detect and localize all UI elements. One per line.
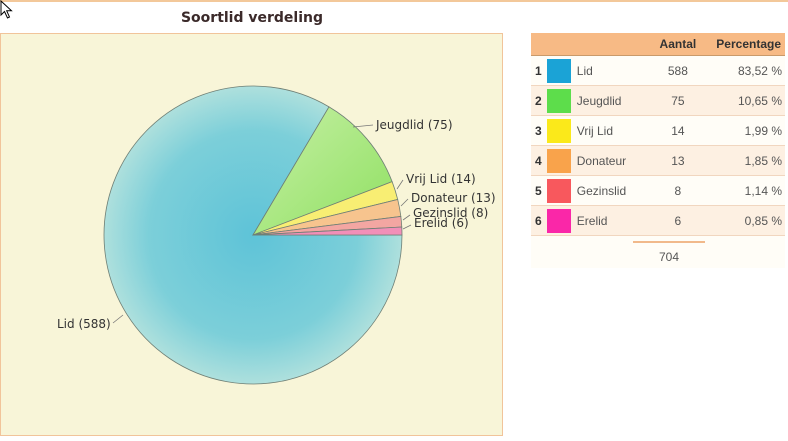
- total-count: 704: [658, 250, 680, 264]
- row-count: 8: [674, 183, 682, 198]
- row-name: Lid: [576, 63, 593, 78]
- row-name: Vrij Lid: [576, 123, 613, 138]
- slice-label: Lid (588): [57, 317, 111, 331]
- table-row[interactable]: 2 Jeugdlid 75 10,65 %: [531, 85, 785, 116]
- color-swatch-cell: [547, 176, 573, 206]
- leader-line: [400, 198, 409, 207]
- row-name: Erelid: [576, 213, 608, 228]
- color-swatch-cell: [547, 86, 573, 116]
- header-name: [572, 33, 644, 56]
- pie-chart: Lid (588) Jeugdlid (75) Vrij Lid (14) Donat…: [57, 85, 496, 385]
- total-divider: [633, 241, 705, 243]
- row-percentage: 1,14 %: [744, 183, 782, 198]
- slice-label: Vrij Lid (14): [406, 172, 476, 186]
- header-count[interactable]: Aantal: [643, 33, 713, 56]
- chart-title: Soortlid verdeling: [180, 10, 324, 26]
- color-swatch-cell: [547, 56, 573, 86]
- row-number: 6: [535, 213, 542, 228]
- row-count: 588: [667, 63, 688, 78]
- row-number: 3: [535, 123, 542, 138]
- row-count: 13: [671, 153, 685, 168]
- row-number: 2: [535, 93, 542, 108]
- leader-line: [402, 214, 411, 221]
- leader-line: [112, 314, 124, 324]
- slice-label: Donateur (13): [411, 191, 496, 205]
- top-border: [0, 0, 788, 2]
- row-number: 5: [535, 183, 542, 198]
- table-header-row: Aantal Percentage: [531, 33, 785, 56]
- header-percentage[interactable]: Percentage: [712, 33, 785, 56]
- table-row[interactable]: 4 Donateur 13 1,85 %: [531, 145, 785, 176]
- color-swatch: [547, 178, 572, 203]
- table-row[interactable]: 6 Erelid 6 0,85 %: [531, 205, 785, 236]
- row-name: Donateur: [576, 153, 627, 168]
- distribution-table: Aantal Percentage 1 Lid 588 83,52 % 2 Je…: [531, 33, 785, 236]
- slice-label: Erelid (6): [414, 216, 469, 230]
- color-swatch: [547, 118, 572, 143]
- row-percentage: 1,99 %: [744, 123, 782, 138]
- header-num: [531, 33, 548, 56]
- slice-label: Jeugdlid (75): [375, 118, 453, 132]
- table-row[interactable]: 5 Gezinslid 8 1,14 %: [531, 175, 785, 206]
- row-count: 6: [674, 213, 682, 228]
- row-percentage: 83,52 %: [737, 63, 782, 78]
- pie-slice-erelid[interactable]: [252, 226, 403, 236]
- row-percentage: 1,85 %: [744, 153, 782, 168]
- color-swatch: [547, 208, 572, 233]
- color-swatch-cell: [547, 116, 573, 146]
- table-row[interactable]: 3 Vrij Lid 14 1,99 %: [531, 115, 785, 146]
- row-number: 4: [535, 153, 542, 168]
- row-percentage: 10,65 %: [737, 93, 782, 108]
- leader-line: [402, 224, 412, 230]
- row-count: 14: [671, 123, 685, 138]
- color-swatch-cell: [547, 146, 573, 176]
- table-row[interactable]: 1 Lid 588 83,52 %: [531, 55, 785, 86]
- row-name: Jeugdlid: [576, 93, 622, 108]
- pie-slice-jeugdlid[interactable]: [252, 106, 393, 236]
- color-swatch-cell: [547, 206, 573, 236]
- distribution-table-wrap: Aantal Percentage 1 Lid 588 83,52 % 2 Je…: [531, 33, 785, 268]
- mouse-cursor-icon: [0, 0, 13, 19]
- row-percentage: 0,85 %: [744, 213, 782, 228]
- row-name: Gezinslid: [576, 183, 627, 198]
- leader-line: [352, 124, 374, 128]
- chart-panel: Lid (588) Jeugdlid (75) Vrij Lid (14) Donat…: [0, 33, 503, 436]
- color-swatch: [547, 58, 572, 83]
- row-count: 75: [671, 93, 685, 108]
- leader-line: [396, 179, 404, 190]
- total-row: 704: [531, 236, 785, 268]
- color-swatch: [547, 88, 572, 113]
- header-color: [547, 33, 573, 56]
- row-number: 1: [535, 63, 542, 78]
- slice-label: Gezinslid (8): [413, 206, 488, 220]
- color-swatch: [547, 148, 572, 173]
